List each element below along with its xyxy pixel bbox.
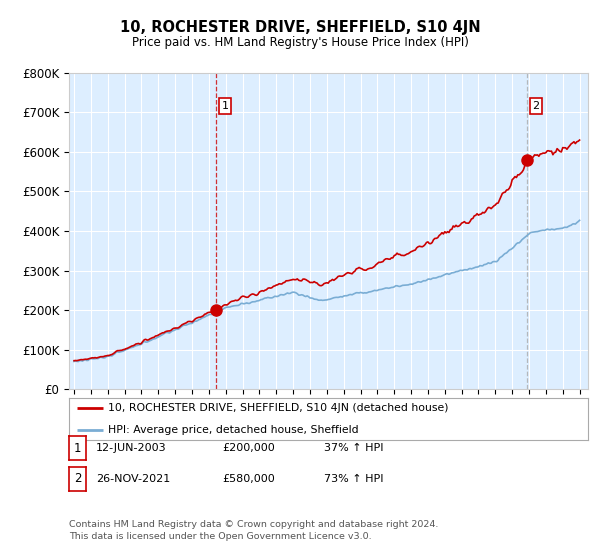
Text: 73% ↑ HPI: 73% ↑ HPI — [324, 474, 383, 484]
Text: HPI: Average price, detached house, Sheffield: HPI: Average price, detached house, Shef… — [108, 426, 359, 435]
Text: £200,000: £200,000 — [222, 443, 275, 453]
Text: 12-JUN-2003: 12-JUN-2003 — [96, 443, 167, 453]
Text: Price paid vs. HM Land Registry's House Price Index (HPI): Price paid vs. HM Land Registry's House … — [131, 36, 469, 49]
Text: 2: 2 — [532, 101, 539, 111]
Text: 1: 1 — [221, 101, 229, 111]
Text: 10, ROCHESTER DRIVE, SHEFFIELD, S10 4JN: 10, ROCHESTER DRIVE, SHEFFIELD, S10 4JN — [119, 20, 481, 35]
Text: £580,000: £580,000 — [222, 474, 275, 484]
Text: 37% ↑ HPI: 37% ↑ HPI — [324, 443, 383, 453]
Text: 2: 2 — [74, 472, 81, 486]
Text: 10, ROCHESTER DRIVE, SHEFFIELD, S10 4JN (detached house): 10, ROCHESTER DRIVE, SHEFFIELD, S10 4JN … — [108, 403, 448, 413]
Text: 26-NOV-2021: 26-NOV-2021 — [96, 474, 170, 484]
Text: Contains HM Land Registry data © Crown copyright and database right 2024.
This d: Contains HM Land Registry data © Crown c… — [69, 520, 439, 541]
Text: 1: 1 — [74, 441, 81, 455]
